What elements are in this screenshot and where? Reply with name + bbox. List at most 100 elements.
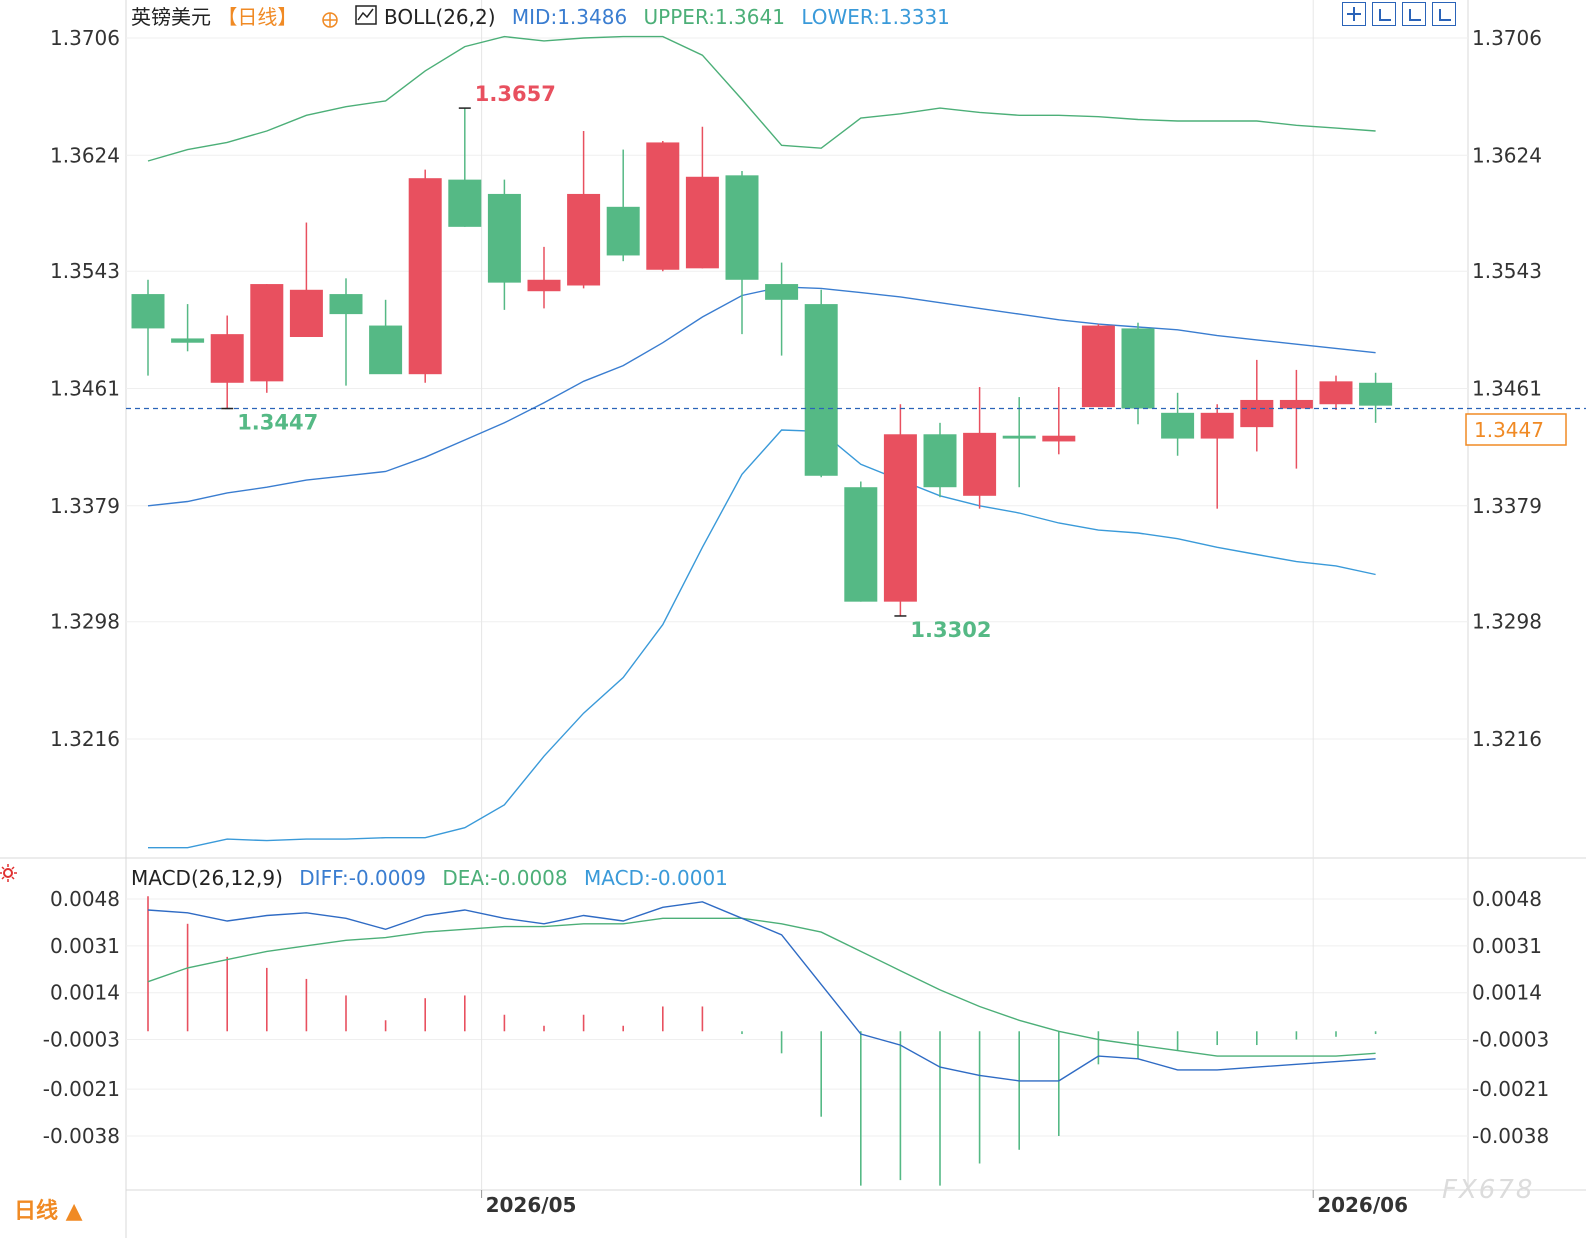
candle-up — [1081, 325, 1115, 408]
macd-y-tick-right: 0.0031 — [1472, 934, 1542, 958]
main-y-tick-left: 1.3706 — [50, 26, 120, 50]
macd-legend: MACD(26,12,9) DIFF:-0.0009 DEA:-0.0008 M… — [131, 866, 728, 890]
boll-mid-value: MID:1.3486 — [512, 5, 627, 29]
macd-gridlines — [126, 898, 1468, 1137]
main-y-tick-right: 1.3624 — [1472, 143, 1542, 167]
extreme-label: 1.3302 — [910, 618, 991, 642]
price-annotations: 1.3657 1.3447 1.3302 — [221, 82, 991, 642]
macd-y-tick-right: -0.0021 — [1472, 1077, 1549, 1101]
macd-dea-value: DEA:-0.0008 — [442, 866, 567, 890]
boll-upper-line — [147, 35, 1376, 162]
diff-line — [147, 901, 1376, 1082]
period-switch[interactable]: 日线 ▲ — [14, 1198, 83, 1224]
main-y-tick-right: 1.3216 — [1472, 727, 1542, 751]
candle-up — [527, 279, 561, 292]
main-y-tick-left: 1.3216 — [50, 727, 120, 751]
candle-up — [1319, 381, 1353, 405]
candle-up — [1240, 399, 1274, 428]
chart-header: 英镑美元 【日线】 — [131, 5, 297, 29]
macd-name: MACD(26,12,9) — [131, 866, 283, 890]
candle-down — [844, 487, 878, 602]
month-gridlines — [481, 0, 1314, 1190]
macd-macd-value: MACD:-0.0001 — [584, 866, 728, 890]
dea-line — [147, 917, 1376, 1057]
candle-up — [1200, 412, 1234, 439]
main-y-tick-left: 1.3379 — [50, 494, 120, 518]
candle-down — [131, 294, 165, 329]
macd-y-tick-right: -0.0003 — [1472, 1028, 1549, 1052]
macd-lines — [147, 901, 1376, 1082]
scroll-right-tool-icon[interactable] — [1432, 2, 1456, 26]
crosshair-tool-icon[interactable] — [1342, 2, 1366, 26]
macd-histogram — [147, 896, 1377, 1186]
main-y-tick-right: 1.3461 — [1472, 377, 1542, 401]
candle-down — [804, 304, 838, 476]
settings-icon[interactable] — [322, 12, 338, 28]
candle-up — [1042, 435, 1076, 442]
candle-down — [765, 284, 799, 300]
macd-y-tick-right: 0.0048 — [1472, 887, 1542, 911]
candle-down — [1161, 412, 1195, 439]
main-y-tick-right: 1.3706 — [1472, 26, 1542, 50]
candle-up — [250, 284, 284, 382]
candle-up — [963, 432, 997, 496]
main-y-tick-right: 1.3379 — [1472, 494, 1542, 518]
candle-up — [883, 434, 917, 602]
candle-down — [923, 434, 957, 488]
boll-lower-value: LOWER:1.3331 — [801, 5, 950, 29]
macd-y-tick-left: -0.0038 — [43, 1124, 120, 1148]
extreme-label: 1.3657 — [475, 82, 556, 106]
macd-y-tick-left: 0.0031 — [50, 934, 120, 958]
candle-up — [567, 193, 601, 286]
zoom-out-tool-icon[interactable] — [1402, 2, 1426, 26]
boll-mid-line — [147, 286, 1376, 507]
candle-up — [1279, 399, 1313, 409]
main-y-tick-left: 1.3461 — [50, 377, 120, 401]
symbol-name: 英镑美元 — [131, 5, 211, 29]
candle-down — [1002, 435, 1036, 439]
candle-down — [1121, 328, 1155, 409]
macd-sun-icon[interactable] — [0, 864, 17, 882]
candle-up — [408, 178, 442, 375]
candle-down — [448, 179, 482, 227]
candle-up — [210, 334, 244, 383]
watermark: FX678 — [1442, 1175, 1534, 1205]
candle-down — [487, 193, 521, 283]
macd-y-tick-left: 0.0048 — [50, 887, 120, 911]
period-label: 【日线】 — [217, 5, 297, 29]
current-price-tag-text: 1.3447 — [1474, 418, 1544, 442]
macd-y-tick-right: 0.0014 — [1472, 981, 1542, 1005]
macd-y-tick-left: -0.0003 — [43, 1028, 120, 1052]
main-y-tick-left: 1.3298 — [50, 610, 120, 634]
candlestick-series — [131, 108, 1393, 616]
zoom-in-tool-icon[interactable] — [1372, 2, 1396, 26]
main-y-tick-left: 1.3624 — [50, 143, 120, 167]
current-price-tag — [1465, 413, 1567, 446]
candle-down — [725, 175, 759, 280]
macd-diff-value: DIFF:-0.0009 — [299, 866, 426, 890]
boll-bands — [147, 35, 1376, 849]
boll-name: BOLL(26,2) — [384, 5, 496, 29]
candle-down — [171, 338, 205, 343]
chart-toolbar — [1342, 2, 1456, 26]
main-y-tick-left: 1.3543 — [50, 259, 120, 283]
boll-legend: BOLL(26,2) MID:1.3486 UPPER:1.3641 LOWER… — [384, 5, 950, 29]
x-axis-labels: 2026/05 2026/06 — [481, 1190, 1408, 1217]
boll-lower-line — [148, 429, 1376, 849]
indicator-chart-icon[interactable] — [355, 5, 377, 25]
main-gridlines — [126, 37, 1468, 740]
x-tick-label: 2026/06 — [1317, 1193, 1408, 1217]
boll-upper-value: UPPER:1.3641 — [644, 5, 785, 29]
candle-down — [329, 294, 363, 315]
candle-up — [685, 176, 719, 269]
candle-down — [606, 206, 640, 256]
macd-y-tick-right: -0.0038 — [1472, 1124, 1549, 1148]
candle-down — [369, 325, 403, 375]
macd-y-axis-labels: 0.0048 0.0048 0.0031 0.0031 0.0014 0.0014 -0.0… — [43, 887, 1549, 1148]
x-tick-label: 2026/05 — [486, 1193, 577, 1217]
macd-y-tick-left: 0.0014 — [50, 981, 120, 1005]
candle-down — [1359, 382, 1393, 406]
macd-y-tick-left: -0.0021 — [43, 1077, 120, 1101]
